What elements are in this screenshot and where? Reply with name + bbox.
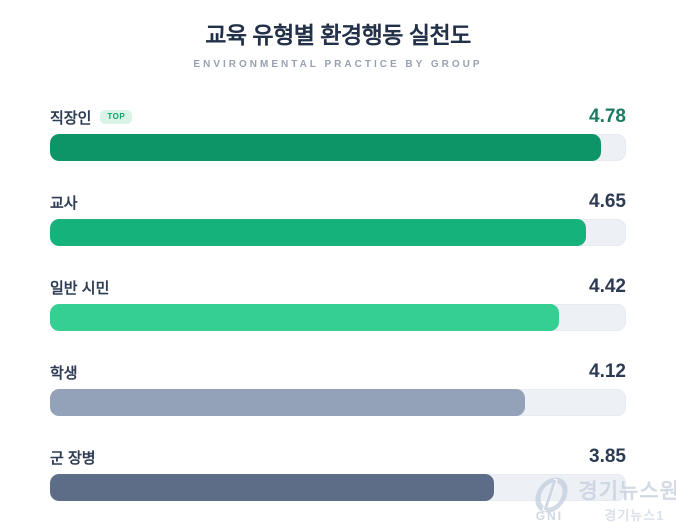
- bar-rows: 직장인 TOP 4.78 교사 4.65 일: [0, 106, 676, 501]
- bar-fill: [50, 474, 494, 501]
- chart-title: 교육 유형별 환경행동 실천도: [205, 22, 471, 48]
- category-label: 일반 시민: [50, 279, 110, 297]
- bar-track: [50, 304, 626, 331]
- chart-subtitle: ENVIRONMENTAL PRACTICE BY GROUP: [193, 59, 483, 70]
- bar-fill: [50, 134, 601, 161]
- category-label: 교사: [50, 194, 78, 212]
- bar-track: [50, 219, 626, 246]
- category-label: 직장인: [50, 109, 92, 127]
- gni-logo-text: GNI: [535, 508, 564, 523]
- bar-track: [50, 389, 626, 416]
- bar-fill: [50, 219, 586, 246]
- bar-track: [50, 134, 626, 161]
- category-label: 군 장병: [50, 449, 96, 467]
- top-badge: TOP: [100, 110, 133, 124]
- value-label: 4.12: [589, 361, 626, 382]
- bar-row-gun-jangbyeong: 군 장병 3.85: [50, 446, 626, 501]
- bar-fill: [50, 304, 560, 331]
- value-label: 4.78: [589, 106, 626, 127]
- bar-row-haksaeng: 학생 4.12: [50, 361, 626, 416]
- bar-row-ilban-simin: 일반 시민 4.42: [50, 276, 626, 331]
- bar-row-gyosa: 교사 4.65: [50, 191, 626, 246]
- bar-track: [50, 474, 626, 501]
- value-label: 4.42: [589, 276, 626, 297]
- value-label: 3.85: [589, 446, 626, 467]
- watermark-line2: 경기뉴스1: [604, 508, 665, 523]
- bar-fill: [50, 389, 525, 416]
- value-label: 4.65: [589, 191, 626, 212]
- category-label: 학생: [50, 364, 78, 382]
- chart-header: 교육 유형별 환경행동 실천도 ENVIRONMENTAL PRACTICE B…: [0, 0, 676, 70]
- bar-row-jikjangin: 직장인 TOP 4.78: [50, 106, 626, 161]
